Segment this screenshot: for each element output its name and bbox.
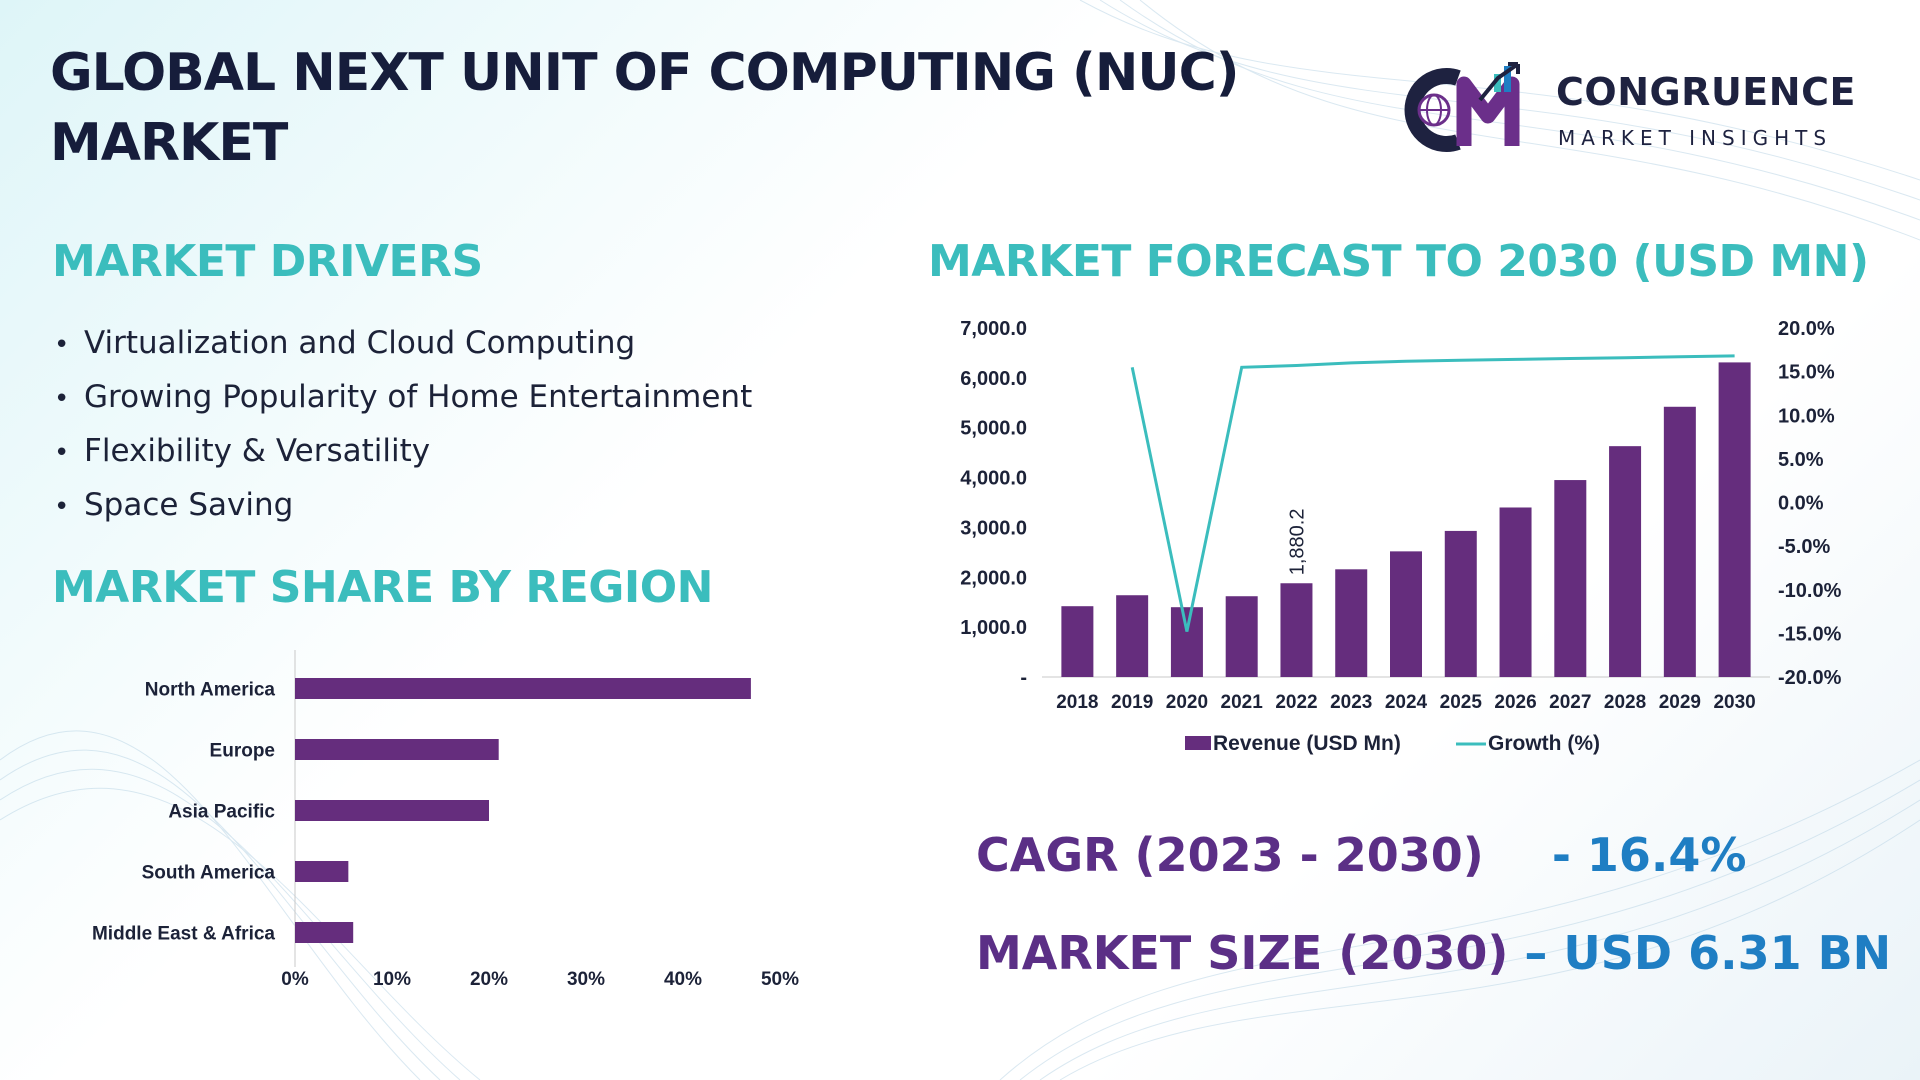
kpi-market-size: MARKET SIZE (2030) – USD 6.31 BN	[976, 926, 1891, 980]
forecast-y2-tick: 5.0%	[1778, 449, 1824, 471]
bullet-icon: •	[54, 492, 70, 522]
bullet-icon: •	[54, 384, 70, 414]
legend-revenue-label: Revenue (USD Mn)	[1213, 732, 1401, 755]
driver-label: Flexibility & Versatility	[84, 433, 431, 469]
region-x-tick: 40%	[664, 969, 702, 990]
forecast-y-tick: -	[1020, 667, 1027, 689]
driver-item: • Growing Popularity of Home Entertainmen…	[54, 370, 752, 424]
forecast-y-tick: 7,000.0	[960, 318, 1027, 340]
kpi-cagr: CAGR (2023 - 2030) - 16.4%	[976, 828, 1747, 882]
region-bar	[295, 678, 751, 699]
forecast-y2-tick: -5.0%	[1778, 536, 1830, 558]
forecast-x-tick: 2024	[1385, 692, 1428, 713]
forecast-x-tick: 2020	[1166, 692, 1208, 713]
forecast-y2-tick: -20.0%	[1778, 667, 1842, 689]
region-category-label: North America	[145, 680, 276, 701]
forecast-x-tick: 2022	[1275, 692, 1317, 713]
forecast-y2-tick: 10.0%	[1778, 405, 1835, 427]
forecast-y2-tick: 15.0%	[1778, 362, 1835, 384]
market-size-label: MARKET SIZE (2030)	[976, 926, 1509, 980]
company-logo: CONGRUENCE MARKET INSIGHTS	[1396, 56, 1886, 160]
drivers-title: MARKET DRIVERS	[52, 236, 483, 287]
bar-data-label: 1,880.2	[1286, 509, 1308, 576]
market-size-value: – USD 6.31 BN	[1524, 926, 1892, 980]
forecast-x-tick: 2028	[1604, 692, 1646, 713]
forecast-y-tick: 3,000.0	[960, 517, 1027, 539]
driver-label: Growing Popularity of Home Entertainment	[84, 379, 753, 415]
cagr-value: - 16.4%	[1551, 828, 1747, 882]
page-title: GLOBAL NEXT UNIT OF COMPUTING (NUC) MARK…	[50, 43, 1240, 173]
revenue-bar	[1390, 551, 1422, 677]
driver-label: Space Saving	[84, 487, 294, 523]
revenue-bar	[1116, 595, 1149, 677]
forecast-y2-tick: -15.0%	[1778, 623, 1842, 645]
forecast-section-title: MARKET FORECAST TO 2030 (USD MN)	[928, 236, 1869, 287]
region-category-label: Asia Pacific	[168, 802, 275, 823]
forecast-chart: - 1,000.0 2,000.0 3,000.0 4,000.0 5,000.0 6,00…	[960, 318, 1842, 755]
driver-item: • Flexibility & Versatility	[54, 424, 752, 478]
revenue-bar	[1280, 583, 1313, 677]
bullet-icon: •	[54, 438, 70, 468]
region-category-label: South America	[142, 863, 276, 884]
region-section-title: MARKET SHARE BY REGION	[52, 562, 714, 613]
logo-monogram-icon	[1404, 62, 1520, 152]
driver-label: Virtualization and Cloud Computing	[84, 325, 636, 361]
driver-item: • Virtualization and Cloud Computing	[54, 316, 752, 370]
revenue-bar	[1061, 606, 1094, 677]
driver-item: • Space Saving	[54, 478, 752, 532]
revenue-bar	[1718, 362, 1751, 677]
region-x-tick: 0%	[281, 969, 309, 990]
forecast-x-tick: 2023	[1330, 692, 1372, 713]
forecast-x-tick: 2030	[1713, 692, 1755, 713]
forecast-y2-tick: 0.0%	[1778, 493, 1824, 515]
revenue-bar	[1499, 507, 1532, 677]
region-x-tick: 30%	[567, 969, 605, 990]
logo-tagline: MARKET INSIGHTS	[1558, 126, 1833, 150]
forecast-y-tick: 1,000.0	[960, 617, 1027, 639]
growth-line	[1130, 354, 1735, 632]
region-bar	[295, 800, 489, 821]
revenue-bar	[1225, 596, 1258, 677]
region-category-label: Europe	[210, 741, 275, 762]
forecast-y-tick: 4,000.0	[960, 468, 1027, 490]
forecast-x-tick: 2018	[1056, 692, 1098, 713]
revenue-bar	[1170, 607, 1203, 677]
forecast-x-tick: 2019	[1111, 692, 1153, 713]
bullet-icon: •	[54, 330, 70, 360]
forecast-y-tick: 5,000.0	[960, 418, 1027, 440]
forecast-y2-tick: -10.0%	[1778, 580, 1842, 602]
forecast-x-tick: 2027	[1549, 692, 1591, 713]
forecast-y2-tick: 20.0%	[1778, 318, 1835, 340]
region-bar	[295, 861, 349, 882]
region-bar	[295, 922, 354, 943]
forecast-x-tick: 2025	[1440, 692, 1483, 713]
forecast-x-tick: 2026	[1494, 692, 1536, 713]
region-share-chart: North America Europe Asia Pacific South Ame…	[92, 650, 799, 990]
revenue-bar	[1663, 406, 1696, 677]
revenue-bar	[1609, 446, 1642, 677]
revenue-bar	[1554, 480, 1587, 677]
legend-growth-label: Growth (%)	[1488, 732, 1600, 755]
forecast-y-tick: 6,000.0	[960, 368, 1027, 390]
forecast-y-tick: 2,000.0	[960, 567, 1027, 589]
forecast-x-tick: 2021	[1221, 692, 1264, 713]
revenue-bar	[1335, 569, 1368, 677]
revenue-bar	[1444, 530, 1477, 677]
region-category-label: Middle East & Africa	[92, 924, 275, 945]
cagr-label: CAGR (2023 - 2030)	[976, 828, 1484, 882]
legend-revenue-swatch	[1185, 736, 1211, 750]
logo-name: CONGRUENCE	[1556, 70, 1856, 114]
region-bar	[295, 739, 499, 760]
forecast-x-tick: 2029	[1659, 692, 1701, 713]
region-x-tick: 50%	[761, 969, 799, 990]
drivers-list: • Virtualization and Cloud Computing • Gro…	[54, 316, 752, 532]
region-x-tick: 10%	[373, 969, 411, 990]
region-x-tick: 20%	[470, 969, 508, 990]
